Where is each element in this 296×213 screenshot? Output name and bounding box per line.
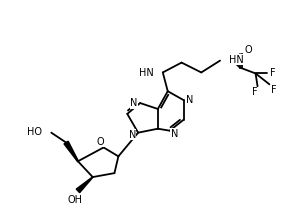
Text: HN: HN xyxy=(139,68,154,78)
Polygon shape xyxy=(64,141,78,161)
Text: N: N xyxy=(131,98,138,108)
Text: O: O xyxy=(97,137,104,147)
Text: N: N xyxy=(186,95,193,105)
Text: O: O xyxy=(245,45,252,55)
Text: N: N xyxy=(128,130,136,140)
Text: OH: OH xyxy=(67,195,83,205)
Polygon shape xyxy=(76,177,93,193)
Text: HO: HO xyxy=(28,127,42,137)
Text: F: F xyxy=(270,68,275,78)
Text: N: N xyxy=(171,129,178,139)
Text: F: F xyxy=(271,85,276,95)
Text: HN: HN xyxy=(229,55,244,65)
Text: F: F xyxy=(252,87,258,97)
